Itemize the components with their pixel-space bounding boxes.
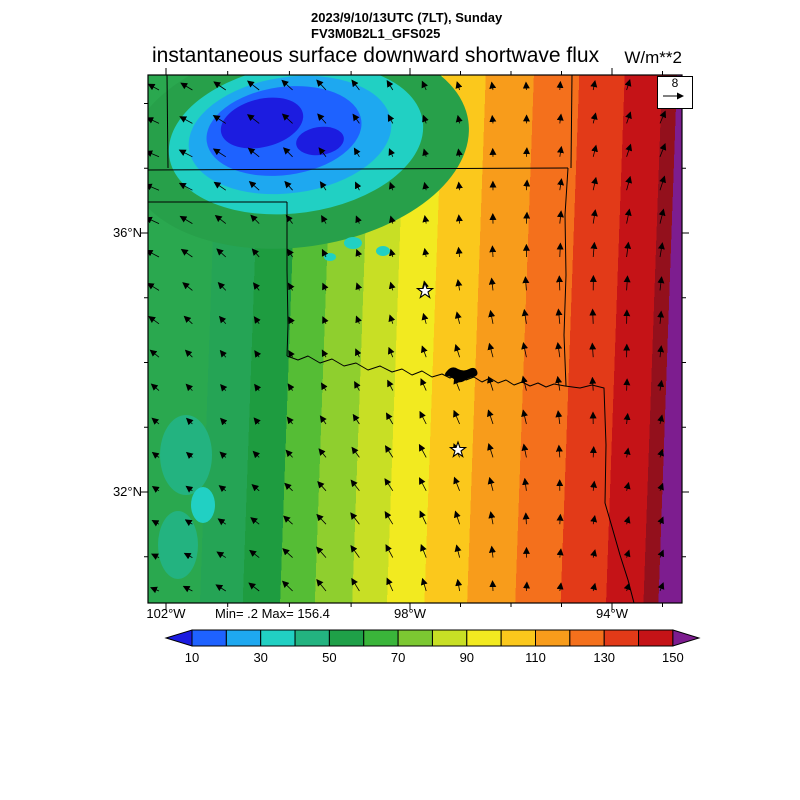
- colorbar-tick-label: 130: [593, 650, 616, 665]
- colorbar-cell: [191, 629, 227, 647]
- min-max-stats: Min= .2 Max= 156.4: [215, 606, 330, 621]
- colorbar-tick-label: 30: [253, 650, 268, 665]
- cloud-blob: [296, 126, 344, 156]
- plot-title: instantaneous surface downward shortwave…: [152, 44, 600, 67]
- wind-vectors: [148, 78, 667, 594]
- reference-vector-box: 8: [657, 76, 693, 109]
- teal-patch: [160, 415, 212, 495]
- model-run-label: FV3M0B2L1_GFS025: [311, 26, 441, 41]
- map-area: [141, 68, 689, 610]
- axis-ticks: [141, 68, 689, 610]
- map-frame: [147, 74, 683, 604]
- reference-vector-value: 8: [671, 76, 679, 90]
- colorbar-cell: [397, 629, 433, 647]
- colorbar-tick-label: 90: [459, 650, 475, 665]
- colorbar-cell: [638, 629, 674, 647]
- colorbar-cell: [328, 629, 365, 647]
- cloud-blob: [220, 97, 304, 149]
- lat-tick-label-32n: 32°N: [112, 484, 142, 499]
- colorbar-cell: [225, 629, 262, 647]
- city-star-marker: [448, 440, 468, 458]
- colorbar-cell: [294, 629, 330, 647]
- colorbar-cell: [363, 629, 399, 647]
- city-star-marker: [415, 281, 435, 299]
- colorbar-tick-label: 10: [184, 650, 200, 665]
- lake-marker: [445, 367, 478, 383]
- colorbar-cell: [260, 629, 296, 647]
- lon-tick-label-98w: 98°W: [394, 606, 426, 621]
- lon-tick-label-102w: 102°W: [146, 606, 186, 621]
- colorbar-tick-label: 150: [662, 650, 684, 665]
- lon-tick-label-94w: 94°W: [596, 606, 628, 621]
- field-map-svg: [141, 68, 689, 610]
- teal-patch: [158, 511, 198, 579]
- reference-vector-arrow: [663, 92, 684, 100]
- colorbar-cell: [535, 629, 571, 647]
- flux-field: [148, 75, 682, 603]
- units-label: W/m**2: [624, 48, 682, 67]
- colorbar-cell: [431, 629, 468, 647]
- lat-tick-label-36n: 36°N: [112, 225, 142, 240]
- colorbar-svg: [164, 629, 701, 647]
- colorbar-cell: [500, 629, 536, 647]
- colorbar-cell: [603, 629, 640, 647]
- colorbar-cell: [466, 629, 502, 647]
- colorbar-cell: [672, 629, 701, 647]
- timestamp-label: 2023/9/10/13UTC (7LT), Sunday: [311, 10, 503, 25]
- colorbar-labels: 10 30 50 70 90 110 130 150: [0, 650, 800, 666]
- colorbar-tick-label: 70: [390, 650, 406, 665]
- colorbar-tick-label: 50: [322, 650, 337, 665]
- colorbar-cell: [164, 629, 193, 647]
- colorbar-cell: [569, 629, 605, 647]
- colorbar-tick-label: 110: [525, 650, 546, 665]
